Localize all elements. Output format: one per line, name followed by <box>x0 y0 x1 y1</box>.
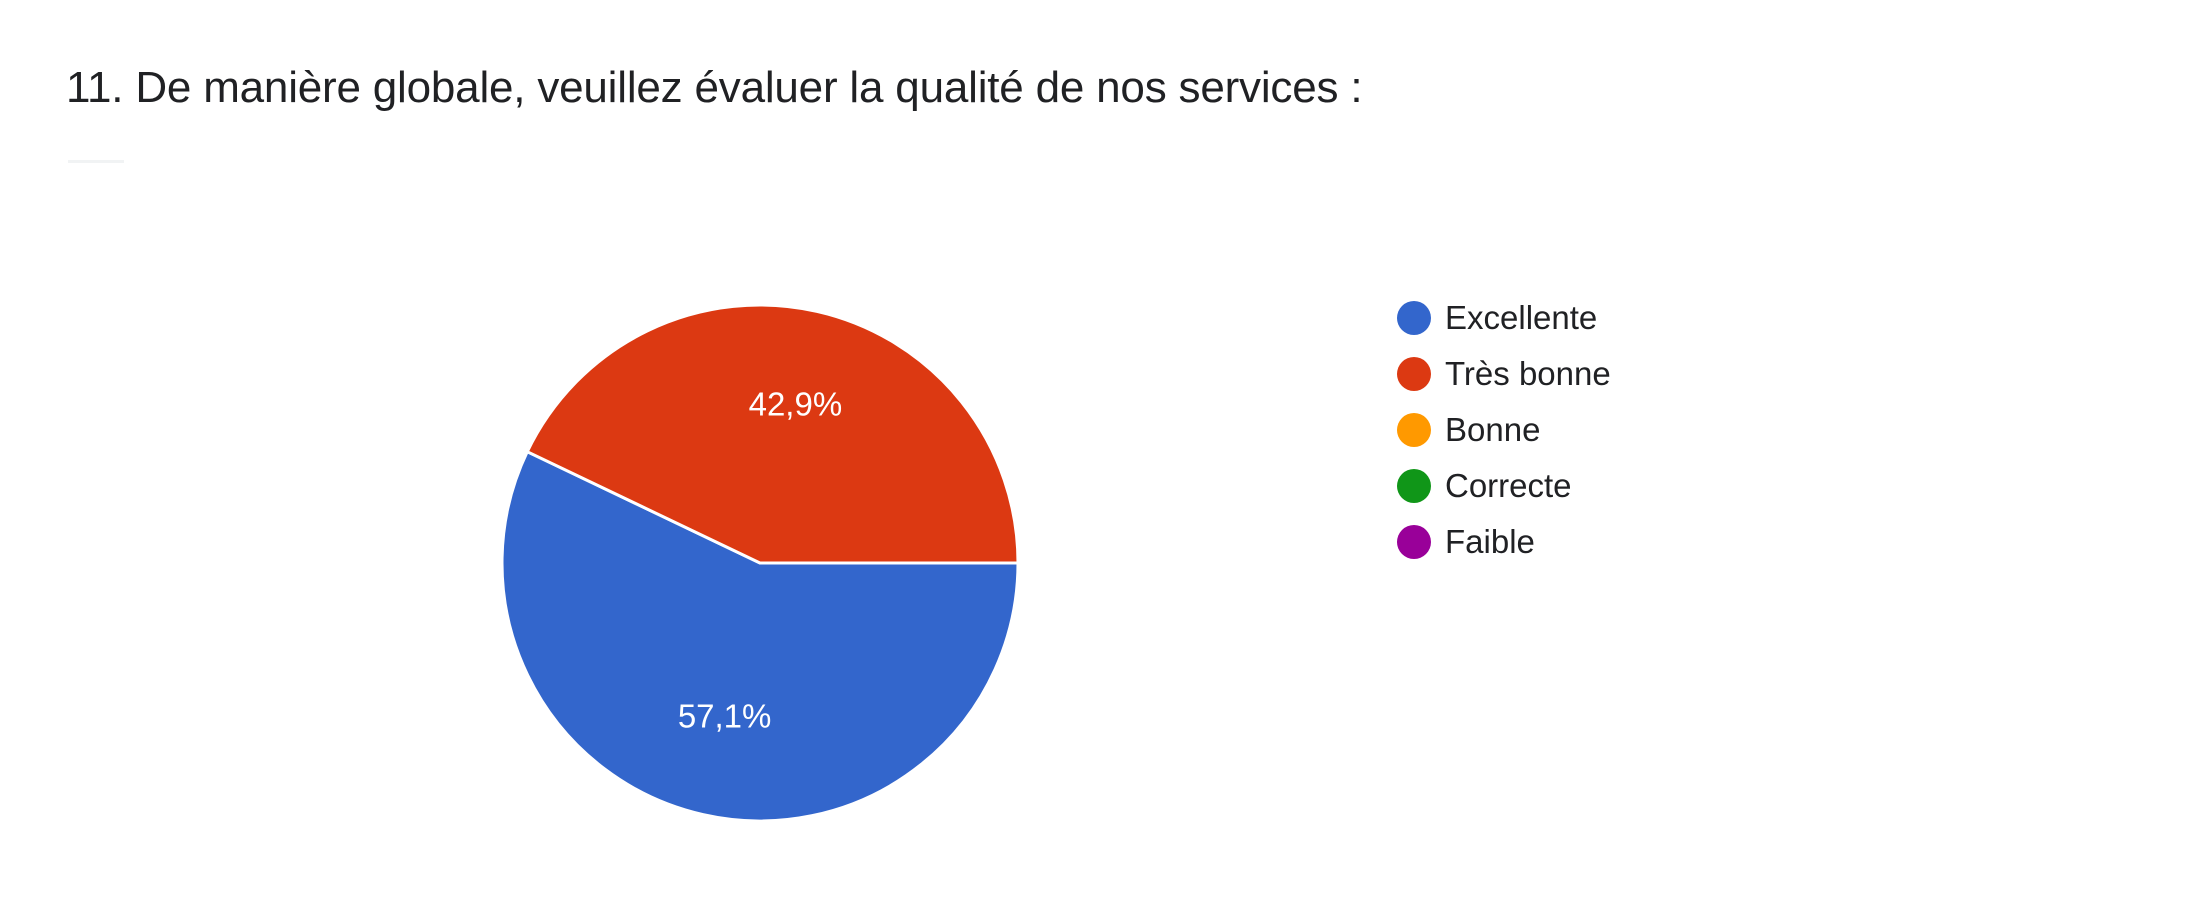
legend-label: Excellente <box>1445 299 1598 336</box>
legend-swatch <box>1397 357 1431 391</box>
pie-slice-labels: 57,1% 42,9% <box>678 386 842 735</box>
legend-swatch <box>1397 525 1431 559</box>
legend-label: Très bonne <box>1445 355 1611 392</box>
divider <box>68 160 124 163</box>
question-title: 11. De manière globale, veuillez évaluer… <box>66 63 1363 112</box>
legend-label: Bonne <box>1445 411 1541 448</box>
pie-slice-excellente <box>500 449 1020 823</box>
slice-label: 42,9% <box>749 386 843 423</box>
pie-slices <box>500 303 1020 823</box>
legend-item: Excellente <box>1397 290 1611 346</box>
legend-swatch <box>1397 469 1431 503</box>
legend-swatch <box>1397 413 1431 447</box>
legend-label: Faible <box>1445 523 1535 560</box>
legend-label: Correcte <box>1445 467 1572 504</box>
slice-label: 57,1% <box>678 698 772 735</box>
pie-slice-tres-bonne <box>525 303 1020 565</box>
legend-item: Correcte <box>1397 458 1611 514</box>
chart-legend: Excellente Très bonne Bonne Correcte Faible <box>1397 290 1611 570</box>
legend-item: Faible <box>1397 514 1611 570</box>
legend-item: Bonne <box>1397 402 1611 458</box>
legend-swatch <box>1397 301 1431 335</box>
legend-item: Très bonne <box>1397 346 1611 402</box>
